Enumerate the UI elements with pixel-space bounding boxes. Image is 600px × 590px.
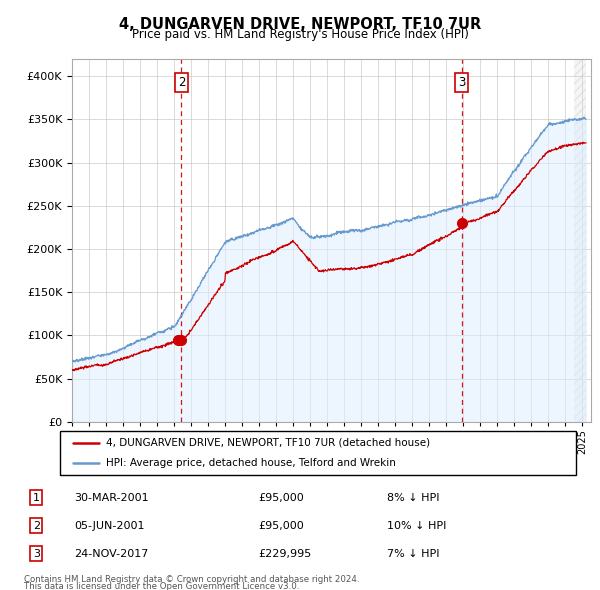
Text: Contains HM Land Registry data © Crown copyright and database right 2024.: Contains HM Land Registry data © Crown c… bbox=[24, 575, 359, 584]
Text: Price paid vs. HM Land Registry's House Price Index (HPI): Price paid vs. HM Land Registry's House … bbox=[131, 28, 469, 41]
Text: 24-NOV-2017: 24-NOV-2017 bbox=[74, 549, 149, 559]
Text: This data is licensed under the Open Government Licence v3.0.: This data is licensed under the Open Gov… bbox=[24, 582, 299, 590]
Text: 7% ↓ HPI: 7% ↓ HPI bbox=[387, 549, 439, 559]
Text: 8% ↓ HPI: 8% ↓ HPI bbox=[387, 493, 439, 503]
Text: 30-MAR-2001: 30-MAR-2001 bbox=[74, 493, 149, 503]
Text: 3: 3 bbox=[458, 76, 466, 89]
Text: 3: 3 bbox=[33, 549, 40, 559]
Text: HPI: Average price, detached house, Telford and Wrekin: HPI: Average price, detached house, Telf… bbox=[106, 458, 397, 468]
Text: 2: 2 bbox=[178, 76, 185, 89]
Text: £95,000: £95,000 bbox=[259, 493, 304, 503]
Text: 2: 2 bbox=[33, 521, 40, 530]
Text: £229,995: £229,995 bbox=[259, 549, 311, 559]
Text: 4, DUNGARVEN DRIVE, NEWPORT, TF10 7UR: 4, DUNGARVEN DRIVE, NEWPORT, TF10 7UR bbox=[119, 17, 481, 31]
Text: 05-JUN-2001: 05-JUN-2001 bbox=[74, 521, 145, 530]
Text: 10% ↓ HPI: 10% ↓ HPI bbox=[387, 521, 446, 530]
Text: £95,000: £95,000 bbox=[259, 521, 304, 530]
Text: 4, DUNGARVEN DRIVE, NEWPORT, TF10 7UR (detached house): 4, DUNGARVEN DRIVE, NEWPORT, TF10 7UR (d… bbox=[106, 438, 431, 448]
Text: 1: 1 bbox=[33, 493, 40, 503]
